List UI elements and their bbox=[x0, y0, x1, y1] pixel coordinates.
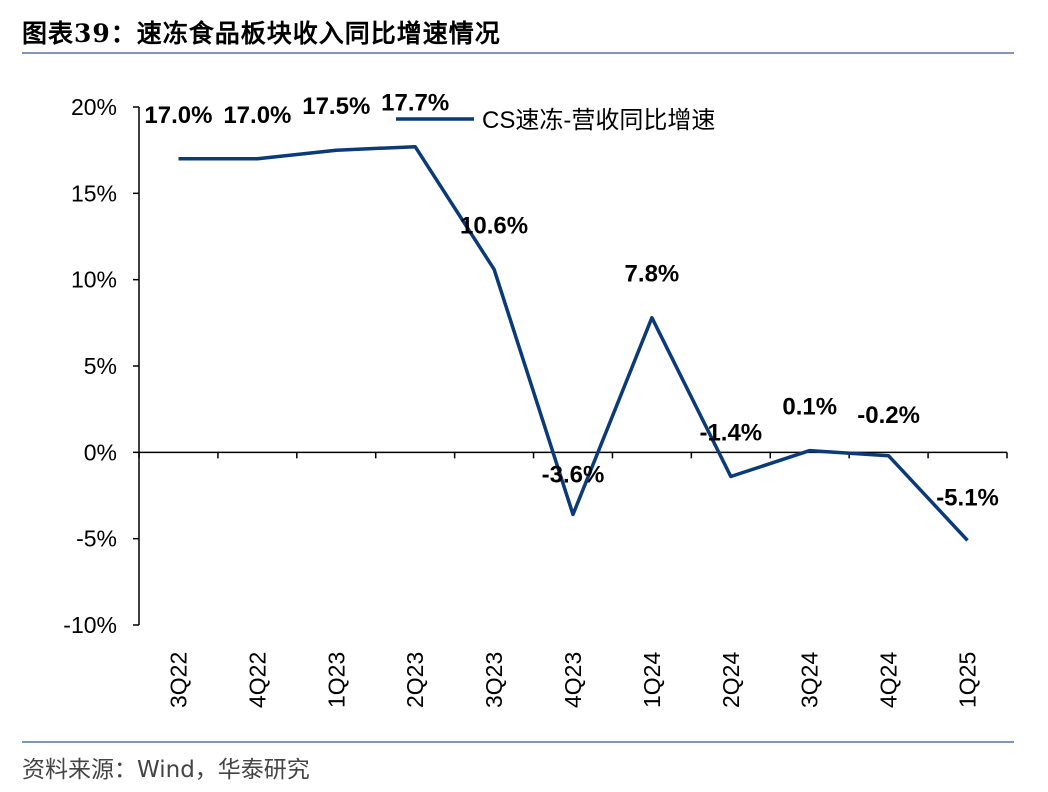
series-line bbox=[178, 144, 969, 542]
x-tick-label: 3Q22 bbox=[165, 652, 191, 708]
data-label: 17.0% bbox=[144, 102, 212, 129]
axes: 20% 15% 10% 5% 0% -5% -10% 3Q22 4Q22 1Q23 2Q23 3Q23… bbox=[63, 94, 1008, 708]
x-tick-label: 1Q25 bbox=[955, 652, 981, 708]
x-tick-label: 1Q23 bbox=[323, 652, 349, 708]
data-label: 17.5% bbox=[302, 93, 370, 120]
y-tick-label: 5% bbox=[84, 353, 117, 379]
data-label: 17.7% bbox=[381, 90, 449, 117]
data-label: -3.6% bbox=[542, 461, 605, 488]
legend: CS速冻-营收同比增速 bbox=[396, 107, 715, 134]
bottom-divider bbox=[22, 741, 1014, 743]
data-label: 0.1% bbox=[782, 394, 837, 421]
data-label: -0.2% bbox=[857, 402, 920, 429]
y-tick-label: 0% bbox=[84, 439, 117, 465]
source-note: 资料来源：Wind，华泰研究 bbox=[22, 757, 310, 783]
y-tick-label: 10% bbox=[71, 267, 117, 293]
x-tick-label: 4Q22 bbox=[244, 652, 270, 708]
data-label: 10.6% bbox=[460, 212, 528, 239]
data-label: 7.8% bbox=[625, 261, 680, 288]
x-tick-label: 3Q23 bbox=[481, 652, 507, 708]
legend-label: CS速冻-营收同比增速 bbox=[482, 107, 715, 134]
y-tick-label: -10% bbox=[63, 612, 117, 638]
x-tick-label: 1Q24 bbox=[639, 652, 665, 708]
x-tick-label: 4Q24 bbox=[876, 652, 902, 708]
x-tick-label: 4Q23 bbox=[560, 652, 586, 708]
y-tick-label: -5% bbox=[76, 526, 117, 552]
series-group bbox=[178, 144, 969, 542]
figure-label: 图表39： bbox=[22, 19, 137, 48]
top-divider bbox=[22, 52, 1014, 54]
figure-title-text: 速冻食品板块收入同比增速情况 bbox=[136, 19, 501, 48]
x-tick-label: 3Q24 bbox=[797, 652, 823, 708]
data-label: -1.4% bbox=[699, 420, 762, 447]
data-label: 17.0% bbox=[223, 102, 291, 129]
x-tick-label: 2Q24 bbox=[718, 652, 744, 708]
y-tick-label: 20% bbox=[71, 94, 117, 120]
y-tick-label: 15% bbox=[71, 180, 117, 206]
figure-title: 图表39：速冻食品板块收入同比增速情况 bbox=[22, 14, 501, 50]
x-tick-label: 2Q23 bbox=[402, 652, 428, 708]
data-label: -5.1% bbox=[936, 484, 999, 511]
data-labels-group: 17.0% 17.0% 17.5% 17.7% 10.6% -3.6% 7.8% -1.4% 0… bbox=[144, 90, 998, 512]
